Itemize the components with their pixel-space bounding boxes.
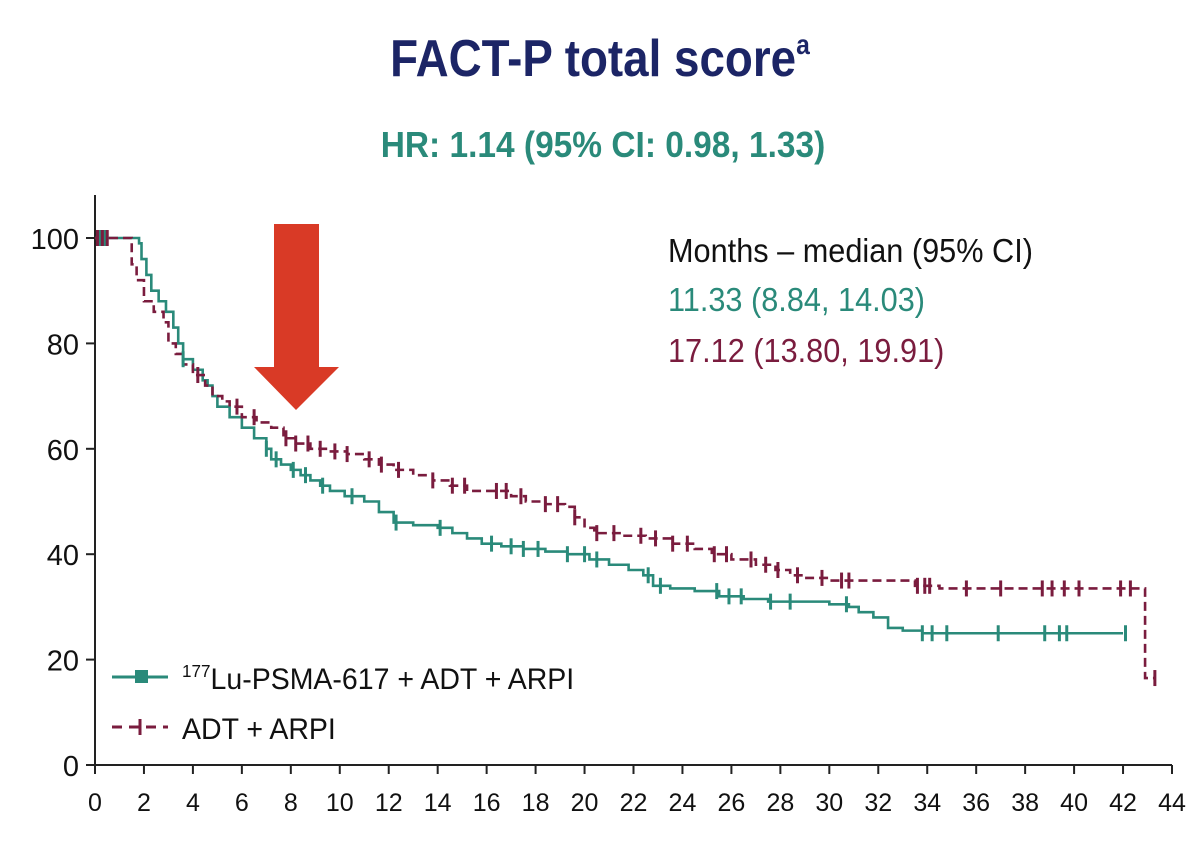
legend-item-lu-psma: 177Lu-PSMA-617 + ADT + ARPI [112, 661, 574, 697]
x-ticks: 0 2 4 6 8 10 12 14 16 18 20 22 24 26 28 30 32 34 36 38 40 42 4… [88, 765, 1186, 817]
x-tick-label: 16 [473, 789, 501, 817]
x-tick-label: 32 [864, 789, 892, 817]
censor-layer [95, 230, 1157, 687]
highlight-arrow [254, 224, 339, 410]
x-tick-label: 6 [235, 789, 249, 817]
y-tick-label: 100 [31, 224, 79, 256]
x-tick-label: 34 [913, 789, 941, 817]
x-tick-label: 40 [1060, 789, 1088, 817]
x-tick-label: 20 [571, 789, 599, 817]
y-ticks: 0 20 40 60 80 100 [31, 224, 95, 783]
x-tick-label: 42 [1109, 789, 1137, 817]
x-tick-label: 14 [424, 789, 452, 817]
legend-label-adt: ADT + ARPI [182, 713, 336, 746]
series-adt-arpi-line [95, 236, 1155, 680]
y-tick-label: 0 [63, 751, 79, 783]
x-tick-label: 12 [375, 789, 403, 817]
y-tick-label: 20 [47, 646, 79, 678]
chart-title-main: FACT-P total score [390, 30, 796, 87]
median-header: Months – median (95% CI) [668, 232, 1033, 269]
x-tick-label: 24 [669, 789, 697, 817]
hr-text: HR: 1.14 (95% CI: 0.98, 1.33) [381, 126, 826, 165]
median-teal: 11.33 (8.84, 14.03) [668, 281, 925, 318]
x-tick-label: 36 [962, 789, 990, 817]
x-tick-label: 26 [718, 789, 746, 817]
x-tick-label: 4 [186, 789, 200, 817]
x-tick-label: 2 [137, 789, 151, 817]
x-tick-label: 22 [620, 789, 648, 817]
x-tick-label: 30 [815, 789, 843, 817]
legend-label-sup: 177 [182, 661, 211, 682]
legend-label-lu-psma: 177Lu-PSMA-617 + ADT + ARPI [182, 661, 574, 697]
series-layer [95, 236, 1155, 680]
y-tick-label: 60 [47, 435, 79, 467]
x-tick-label: 28 [766, 789, 794, 817]
x-tick-label: 44 [1158, 789, 1186, 817]
y-tick-label: 40 [47, 540, 79, 572]
legend-label-main: Lu-PSMA-617 + ADT + ARPI [211, 663, 575, 696]
x-tick-label: 38 [1011, 789, 1039, 817]
chart-title-sup: a [796, 29, 810, 61]
y-tick-label: 80 [47, 329, 79, 361]
x-tick-label: 0 [88, 789, 102, 817]
x-tick-label: 8 [284, 789, 298, 817]
chart-title: FACT-P total scorea [390, 29, 810, 88]
legend-item-adt-arpi: ADT + ARPI [112, 713, 336, 746]
series-lu-psma-line [95, 236, 1124, 635]
median-maroon: 17.12 (13.80, 19.91) [668, 332, 944, 369]
legend: 177Lu-PSMA-617 + ADT + ARPI ADT + ARPI [112, 661, 574, 746]
x-tick-label: 10 [326, 789, 354, 817]
x-tick-label: 18 [522, 789, 550, 817]
